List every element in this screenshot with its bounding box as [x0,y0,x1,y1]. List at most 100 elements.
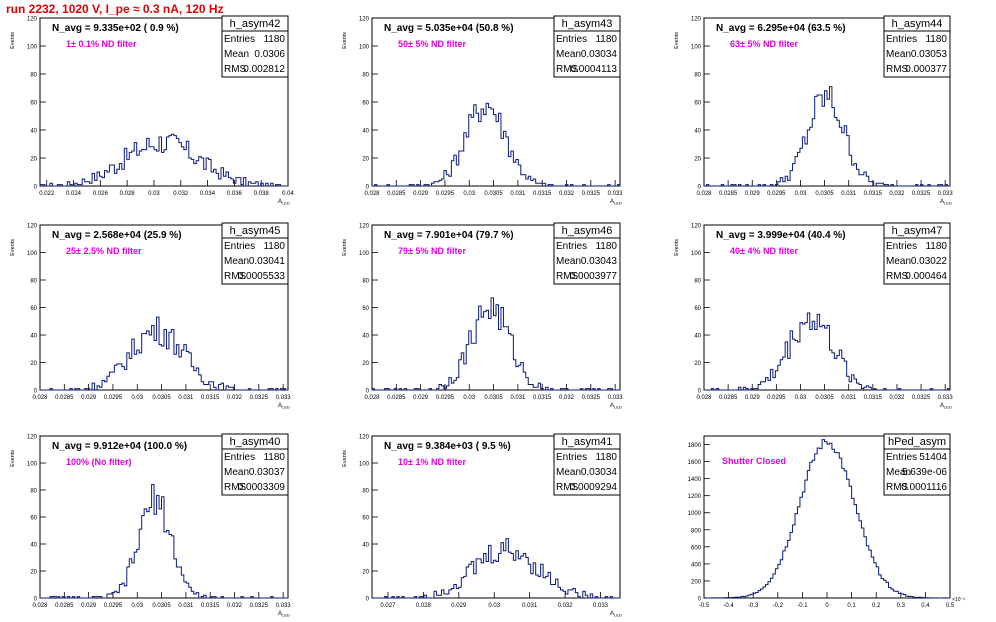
x-axis-label: ALED [278,611,290,618]
x-axis-label: ALED [278,403,290,410]
y-tick-label: 40 [362,334,369,340]
x-tick-label: 0.028 [120,191,136,197]
x-tick-label: 0.033 [276,603,292,609]
x-tick-label: 0.03 [131,395,143,401]
x-axis-label: ALED [940,199,952,206]
x-tick-label: 0.029 [451,603,467,609]
x-axis-label: ALED [610,611,622,618]
stats-entries-value: 1180 [595,241,617,252]
n-avg-annotation: N_avg = 5.035e+04 (50.8 %) [384,23,514,34]
filter-label: 79± 5% ND filter [398,246,466,256]
x-tick-label: 0.0295 [767,395,786,401]
stats-entries-label: Entries [886,241,917,252]
stats-entries-label: Entries [556,34,587,45]
n-avg-annotation: N_avg = 9.384e+03 ( 9.5 %) [384,441,511,452]
x-tick-label: 0.0325 [582,395,601,401]
stats-entries-value: 1180 [925,34,947,45]
y-tick-label: 100 [27,45,38,51]
x-tick-label: 0.0325 [912,395,931,401]
y-tick-label: 0 [698,597,702,603]
panel-h_asym45: 0 20 40 60 80 100 120 0.028 0.0285 0.029 0.0295 0.0… [10,222,292,410]
y-tick-label: 40 [362,543,369,549]
y-tick-label: 20 [30,361,37,367]
x-tick-label: 0.032 [889,191,905,197]
x-tick-label: 0.032 [889,395,905,401]
x-tick-label: 0.022 [39,191,55,197]
y-axis-label: Events [342,450,348,467]
y-tick-label: 0 [698,389,702,395]
y-tick-label: 400 [691,562,702,568]
y-tick-label: 20 [362,361,369,367]
panel-h_asym44: 0 20 40 60 80 100 120 0.028 0.0285 0.029 0.0295 0.0… [674,15,953,206]
x-tick-label: 0.031 [510,395,526,401]
x-tick-label: 0.04 [282,191,294,197]
stats-rms-value: 0.0003309 [238,482,286,493]
histogram-name: h_asym42 [230,18,281,30]
y-tick-label: 120 [691,17,702,23]
stats-rms-label: RMS [886,64,909,75]
x-tick-label: 0.0315 [201,603,220,609]
histogram-name: hPed_asym [888,436,946,448]
stats-box: h_asym44 Entries 1180 Mean 0.03053RMS0.00037… [883,15,951,78]
x-tick-label: -0.2 [773,603,784,609]
x-tick-label: 0.4 [921,603,930,609]
stats-rms-label: RMS [556,482,579,493]
stats-mean-label: Mean [556,467,581,478]
stats-mean-label: Mean [886,467,911,478]
x-tick-label: 0.1 [847,603,856,609]
x-tick-label: 0.03 [131,603,143,609]
x-tick-label: 0.0285 [719,395,738,401]
y-tick-label: 800 [691,528,702,534]
x-tick-label: 0.0285 [387,395,406,401]
stats-entries-value: 1180 [263,34,285,45]
x-tick-label: 0.029 [745,395,761,401]
x-tick-label: 0.033 [608,395,624,401]
x-tick-label: 0.5 [946,603,955,609]
stats-rms-label: RMS [556,64,579,75]
x-tick-label: 0.03 [463,191,475,197]
panel-h_asym43: 0 20 40 60 80 100 120 0.028 0.0285 0.029 0.0295 0.0… [342,15,623,206]
panel-h_asym40: 0 20 40 60 80 100 120 0.028 0.0285 0.029 0.0295 0.0… [10,433,292,618]
x-tick-label: 0.2 [872,603,881,609]
stats-entries-value: 1180 [595,452,617,463]
y-tick-label: 120 [359,224,370,230]
n-avg-annotation: N_avg = 9.912e+04 (100.0 %) [52,441,187,452]
stats-rms-label: RMS [224,64,247,75]
histogram-series [40,484,288,599]
filter-label: 1± 0.1% ND filter [66,39,137,49]
y-tick-label: 80 [362,73,369,79]
x-tick-label: 0.0295 [436,395,455,401]
n-avg-annotation: N_avg = 2.568e+04 (25.9 %) [52,230,182,241]
x-tick-label: 0.029 [745,191,761,197]
x-tick-label: 0.0305 [815,191,834,197]
stats-mean-label: Mean [886,256,911,267]
y-tick-label: 0 [366,185,370,191]
stats-entries-value: 1180 [263,241,285,252]
stats-mean-value: 5.639e-06 [902,467,947,478]
y-tick-label: 120 [691,224,702,230]
x-tick-label: 0.0305 [484,191,503,197]
x-tick-label: 0.034 [200,191,216,197]
panel-hPed_asym: 0 200 400 600 800 1000 1200 1400 1600 1800 -0.5 -0.… [688,433,965,609]
filter-label: 63± 5% ND filter [730,39,798,49]
y-axis-label: Events [674,32,680,49]
y-tick-label: 120 [27,435,38,441]
y-tick-label: 600 [691,545,702,551]
histogram-name: h_asym46 [562,225,613,237]
y-tick-label: 1000 [688,511,702,517]
y-tick-label: 40 [30,543,37,549]
x-tick-label: 0.032 [559,395,575,401]
y-axis-label: Events [10,239,16,256]
x-tick-label: 0.033 [276,395,292,401]
stats-rms-value: 0.000377 [905,64,947,75]
y-axis-label: Events [10,32,16,49]
stats-box: h_asym47 Entries 1180 Mean 0.03022RMS0.00046… [883,222,951,285]
y-tick-label: 20 [362,157,369,163]
x-tick-label: 0.031 [510,191,526,197]
x-tick-label: 0.038 [254,191,270,197]
histogram-name: h_asym40 [230,436,281,448]
y-tick-label: 60 [694,306,701,312]
x-axis-label: ALED [940,403,952,410]
y-axis-label: Events [10,450,16,467]
